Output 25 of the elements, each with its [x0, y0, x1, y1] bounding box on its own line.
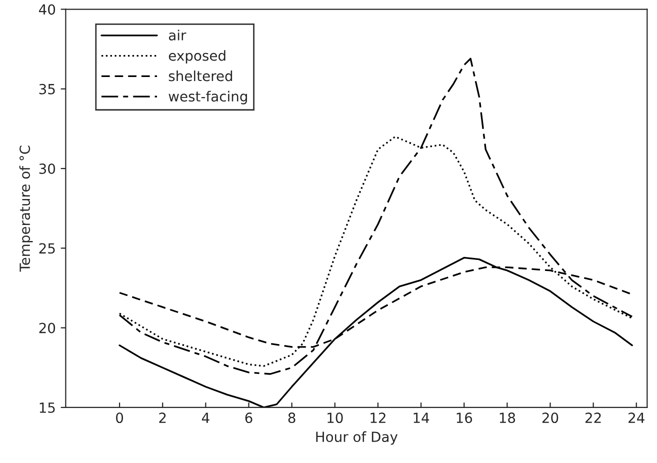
x-tick-label: 16 — [456, 412, 472, 424]
x-tick-label: 12 — [370, 412, 386, 423]
x-tick-label: 24 — [628, 412, 644, 423]
legend-label: west-facing — [168, 90, 247, 104]
x-tick-label: 0 — [116, 412, 124, 424]
y-tick-label: 15 — [40, 402, 55, 413]
x-tick-label: 6 — [245, 412, 252, 424]
legend-label: air — [168, 30, 186, 40]
y-tick-label: 40 — [38, 4, 56, 15]
x-tick-label: 2 — [159, 412, 166, 423]
x-tick-label: 20 — [542, 412, 558, 424]
x-tick-label: 22 — [585, 412, 601, 423]
x-tick-label: 10 — [328, 412, 343, 424]
x-tick-label: 4 — [202, 412, 210, 423]
x-tick-label: 8 — [288, 412, 296, 424]
legend-label: exposed — [168, 50, 226, 64]
y-axis-title: Temperature of °C — [19, 146, 33, 272]
y-tick-label: 30 — [39, 164, 56, 174]
x-axis-title: Hour of Day — [316, 431, 398, 445]
y-tick-label: 25 — [39, 243, 55, 254]
y-tick-label: 35 — [39, 84, 55, 94]
x-tick-label: 18 — [500, 412, 516, 424]
y-tick-label: 20 — [39, 322, 56, 334]
x-tick-label: 14 — [414, 412, 430, 423]
legend-label: sheltered — [168, 70, 232, 82]
